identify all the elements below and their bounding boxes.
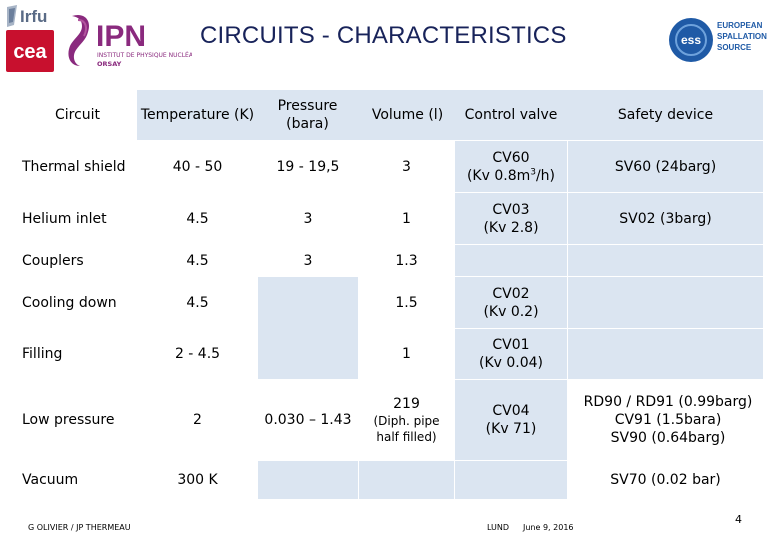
footer-date: June 9, 2016 xyxy=(523,523,574,532)
cv02-label: CV02 xyxy=(492,285,530,302)
cv02-kv: (Kv 0.2) xyxy=(483,303,539,320)
row-low-pressure-circuit: Low pressure xyxy=(22,412,115,428)
ess-logo: ess EUROPEAN SPALLATION SOURCE xyxy=(669,18,767,62)
cv04-kv: (Kv 71) xyxy=(485,421,537,437)
svg-text:Irfu: Irfu xyxy=(20,7,47,26)
row-helium-inlet-pressure: 3 xyxy=(303,210,313,227)
cv-cell-shade-1 xyxy=(455,141,567,192)
row-low-pressure-control-valve: CV04 (Kv 71) xyxy=(455,380,567,460)
cv-cell-shade-3 xyxy=(455,245,567,276)
row-cooling-down-volume: 1.5 xyxy=(395,294,418,311)
svg-text:ess: ess xyxy=(681,33,701,47)
cv03-kv: (Kv 2.8) xyxy=(483,219,539,236)
cea-logo: cea xyxy=(6,30,54,72)
row-helium-inlet-circuit: Helium inlet xyxy=(22,210,107,227)
row-helium-inlet-control-valve: CV03 (Kv 2.8) xyxy=(455,193,567,244)
row-low-pressure-pressure: 0.030 – 1.43 xyxy=(264,412,352,428)
row-vacuum-safety: SV70 (0.02 bar) xyxy=(610,472,721,488)
cv01-label: CV01 xyxy=(492,337,530,353)
row-cooling-down-circuit: Cooling down xyxy=(22,294,117,311)
row-filling-temperature: 2 - 4.5 xyxy=(174,346,221,362)
page-number: 4 xyxy=(735,513,742,526)
row-helium-inlet-safety: SV02 (3barg) xyxy=(619,210,712,227)
cv-cell-shade-7 xyxy=(455,461,567,499)
cv-cell-shade-5 xyxy=(455,329,567,379)
cv60-kv: (Kv 0.8m3/h) xyxy=(466,166,556,184)
safety-cell-shade-5 xyxy=(568,329,763,379)
svg-text:SPALLATION: SPALLATION xyxy=(717,32,767,41)
row-vacuum-temperature: 300 K xyxy=(177,472,218,488)
cv01-kv: (Kv 0.04) xyxy=(478,355,543,371)
ipn-logo: IPN INSTITUT DE PHYSIQUE NUCLÉAIRE ORSAY xyxy=(68,14,192,68)
row-thermal-shield-circuit: Thermal shield xyxy=(22,158,126,175)
cv03-label: CV03 xyxy=(492,201,530,218)
row-thermal-shield-volume: 3 xyxy=(402,158,411,175)
volume-vacuum-shade xyxy=(359,461,454,499)
cv-cell-shade-6 xyxy=(455,380,567,460)
header-temperature: Temperature (K) xyxy=(140,107,255,123)
row-couplers-temperature: 4.5 xyxy=(186,252,209,269)
footer-place: LUND xyxy=(487,523,510,532)
svg-text:cea: cea xyxy=(13,41,47,63)
header-circuit: Circuit xyxy=(54,107,101,123)
row-couplers-volume: 1.3 xyxy=(395,252,418,269)
page-title: CIRCUITS - CHARACTERISTICS xyxy=(200,22,567,49)
row-vacuum-circuit: Vacuum xyxy=(22,472,79,488)
row-low-pressure-temperature: 2 xyxy=(193,412,202,428)
row-cooling-down-temperature: 4.5 xyxy=(186,294,209,311)
header-safety-device: Safety device xyxy=(617,107,714,123)
cv-cell-shade-4 xyxy=(455,277,567,328)
row-filling-control-valve: CV01 (Kv 0.04) xyxy=(455,329,567,379)
row-filling-circuit: Filling xyxy=(22,346,63,362)
irfu-logo: Irfu xyxy=(7,5,47,27)
low-pressure-volume-value: 219 xyxy=(393,396,420,412)
row-thermal-shield-safety: SV60 (24barg) xyxy=(614,158,717,175)
svg-text:INSTITUT DE PHYSIQUE NUCLÉAIRE: INSTITUT DE PHYSIQUE NUCLÉAIRE xyxy=(97,51,192,59)
rd90-label: RD90 / RD91 (0.99barg) xyxy=(583,394,753,410)
row-thermal-shield-temperature: 40 - 50 xyxy=(172,158,223,175)
row-couplers-circuit: Couplers xyxy=(22,252,84,269)
svg-text:EUROPEAN: EUROPEAN xyxy=(717,21,763,30)
safety-cell-shade-4 xyxy=(568,277,763,328)
cv04-label: CV04 xyxy=(492,403,530,419)
cv-cell-shade-2 xyxy=(455,193,567,244)
header-volume: Volume (l) xyxy=(371,107,444,123)
low-pressure-volume-note2: half filled) xyxy=(376,430,437,444)
row-helium-inlet-volume: 1 xyxy=(402,210,411,227)
footer-author: G OLIVIER / JP THERMEAU xyxy=(28,523,131,532)
row-thermal-shield-control-valve: CV60 (Kv 0.8m3/h) xyxy=(455,141,567,192)
row-couplers-pressure: 3 xyxy=(303,252,313,269)
safety-cell-shade-2 xyxy=(568,193,763,244)
svg-text:ORSAY: ORSAY xyxy=(97,60,122,68)
sv90-label: SV90 (0.64barg) xyxy=(610,430,726,446)
row-helium-inlet-temperature: 4.5 xyxy=(186,210,209,227)
pressure-vacuum-shade xyxy=(258,461,358,499)
safety-cell-shade-1 xyxy=(568,141,763,192)
safety-cell-shade-3 xyxy=(568,245,763,276)
low-pressure-volume-note1: (Diph. pipe xyxy=(373,414,440,428)
svg-text:IPN: IPN xyxy=(96,20,146,53)
row-cooling-down-control-valve: CV02 (Kv 0.2) xyxy=(455,277,567,328)
svg-text:SOURCE: SOURCE xyxy=(717,43,752,52)
cv91-label: CV91 (1.5bara) xyxy=(614,412,722,428)
pressure-blank-shade xyxy=(258,277,358,379)
header-pressure: Pressure (bara) xyxy=(277,98,338,132)
cv60-label: CV60 xyxy=(492,149,530,166)
header-control-valve: Control valve xyxy=(464,107,558,123)
row-filling-volume: 1 xyxy=(402,346,411,362)
row-low-pressure-volume: 219 (Diph. pipe half filled) xyxy=(359,380,454,460)
header-shade xyxy=(137,90,763,140)
row-thermal-shield-pressure: 19 - 19,5 xyxy=(276,158,340,175)
row-low-pressure-safety: RD90 / RD91 (0.99barg) CV91 (1.5bara) SV… xyxy=(568,380,768,460)
